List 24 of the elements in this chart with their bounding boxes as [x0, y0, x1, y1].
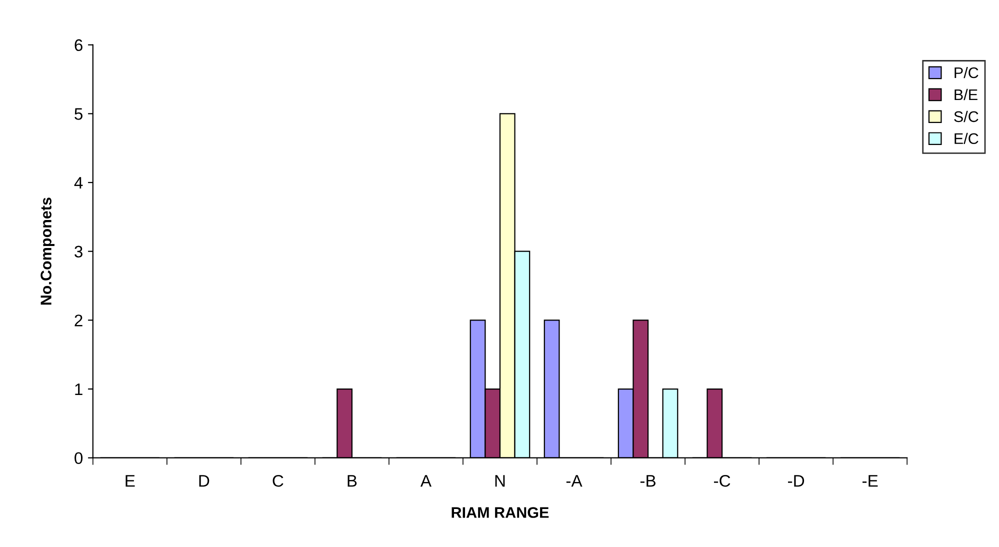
x-tick-label: -C [714, 474, 730, 487]
x-tick-label: A [420, 475, 432, 487]
x-tick-label: D [199, 475, 210, 487]
x-tick-label: -B [640, 475, 656, 487]
y-axis-title: No.Componets [40, 198, 54, 305]
x-tick-label: -A [566, 475, 582, 487]
legend-label: P/C [954, 66, 978, 78]
x-tick-label: -D [788, 475, 804, 487]
legend-label: E/C [954, 132, 978, 144]
y-tick-label: 5 [74, 108, 82, 120]
y-tick-label: 4 [74, 177, 83, 189]
y-tick-label: 2 [74, 314, 82, 326]
x-tick-label: E [126, 475, 135, 487]
y-tick-label: 6 [74, 39, 82, 52]
y-tick-label: 1 [75, 384, 82, 396]
y-tick-label: 0 [74, 452, 83, 464]
legend-label: S/C [954, 110, 978, 122]
x-axis-title: RIAM RANGE [452, 507, 549, 518]
x-tick-label: -E [862, 475, 878, 487]
x-tick-label: B [348, 475, 357, 487]
x-tick-label: N [495, 475, 505, 487]
legend-label: B/E [954, 88, 978, 100]
x-tick-label: C [272, 474, 284, 487]
y-tick-label: 3 [74, 246, 82, 258]
